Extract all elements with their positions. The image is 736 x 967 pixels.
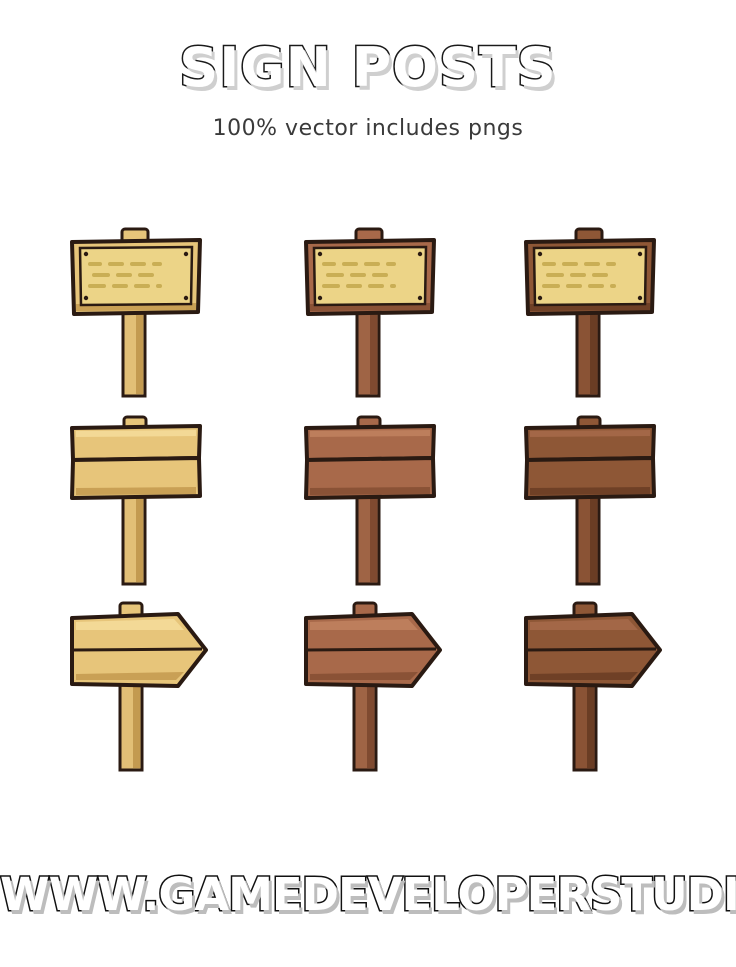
post-shade: [370, 496, 377, 582]
plaque-text-line: [546, 273, 564, 277]
nail: [637, 251, 643, 257]
plaque-text-line: [88, 262, 102, 266]
plaque-text-line: [610, 284, 616, 288]
plaque-text-line: [386, 262, 396, 266]
sign-post-illustration: [304, 601, 442, 772]
sign-post-illustration: [524, 415, 656, 586]
plaque-text-line: [562, 262, 578, 266]
plaque-text-line: [116, 273, 132, 277]
arrow-plank-divider: [526, 647, 657, 652]
sign-post-arrow-light: [66, 600, 208, 772]
nail: [317, 251, 323, 257]
sign-post-illustration: [524, 227, 656, 398]
plaque-text-line: [342, 262, 358, 266]
post-shade: [136, 308, 143, 394]
nail: [183, 295, 189, 301]
plaque-text-line: [130, 262, 146, 266]
plaque-text-line: [156, 284, 162, 288]
plaque: [78, 245, 194, 307]
page-subtitle: 100% vector includes pngs: [212, 116, 524, 141]
nail: [637, 295, 643, 301]
arrow-shade: [530, 672, 638, 680]
plaque: [312, 245, 428, 307]
plaque-text-line: [566, 284, 582, 288]
nail: [537, 251, 543, 257]
sign-post-plaque-medium: [300, 226, 440, 398]
nail: [417, 251, 423, 257]
sign-post-plaque-dark: [520, 226, 660, 398]
plank-top-highlight: [310, 430, 430, 437]
sign-post-plaque-light: [66, 226, 206, 398]
nail: [83, 295, 89, 301]
plaque-text-line: [326, 273, 344, 277]
page-title: SIGN POSTS: [178, 35, 557, 101]
plaque-text-line: [364, 262, 380, 266]
post-shade: [590, 496, 597, 582]
sign-post-illustration: [304, 415, 436, 586]
footer-url[interactable]: WWW.GAMEDEVELOPERSTUDIO.COM: [0, 867, 736, 923]
plank-bottom-shade: [530, 487, 650, 495]
plaque-text-line: [390, 284, 396, 288]
sign-post-illustration: [524, 601, 662, 772]
sign-post-illustration: [70, 227, 202, 398]
plaque-text-line: [322, 284, 340, 288]
plaque-text-line: [88, 284, 106, 288]
plaque-text-line: [152, 262, 162, 266]
sign-post-arrow-dark: [520, 600, 662, 772]
plaque-text-line: [372, 273, 388, 277]
plaque-text-line: [108, 262, 124, 266]
plank-top-highlight: [530, 430, 650, 437]
plaque-text-line: [368, 284, 384, 288]
nail: [417, 295, 423, 301]
plaque-text-line: [350, 273, 366, 277]
post-shade: [370, 308, 377, 394]
post-shade: [133, 686, 140, 768]
arrow-plank-divider: [306, 647, 437, 652]
plaque-text-line: [134, 284, 150, 288]
arrow-highlight: [76, 619, 184, 630]
plaque-text-line: [542, 262, 556, 266]
sign-post-arrow-medium: [300, 600, 442, 772]
plaque-text-line: [138, 273, 154, 277]
plank-top-highlight: [76, 430, 196, 437]
nail: [317, 295, 323, 301]
plaque-text-line: [112, 284, 128, 288]
post-shade: [367, 686, 374, 768]
arrow-shade: [76, 672, 184, 680]
sign-post-illustration: [70, 601, 208, 772]
sign-post-illustration: [304, 227, 436, 398]
sign-post-planks-light: [66, 414, 206, 586]
plaque-text-line: [570, 273, 586, 277]
plaque-text-line: [606, 262, 616, 266]
plank-bottom-shade: [76, 487, 196, 495]
plaque-text-line: [322, 262, 336, 266]
plaque: [532, 245, 648, 307]
post-shade: [587, 686, 594, 768]
arrow-shade: [310, 672, 418, 680]
arrow-plank-divider: [72, 647, 203, 652]
plaque-text-line: [92, 273, 110, 277]
nail: [83, 251, 89, 257]
plaque-text-line: [542, 284, 560, 288]
post-shade: [590, 308, 597, 394]
plaque-text-line: [588, 284, 604, 288]
sign-post-illustration: [70, 415, 202, 586]
plank-bottom-shade: [310, 487, 430, 495]
nail: [183, 251, 189, 257]
plaque-text-line: [584, 262, 600, 266]
sign-post-planks-medium: [300, 414, 440, 586]
arrow-highlight: [310, 619, 418, 630]
nail: [537, 295, 543, 301]
arrow-highlight: [530, 619, 638, 630]
post-shade: [136, 496, 143, 582]
plaque-text-line: [592, 273, 608, 277]
sign-post-planks-dark: [520, 414, 660, 586]
plaque-text-line: [346, 284, 362, 288]
